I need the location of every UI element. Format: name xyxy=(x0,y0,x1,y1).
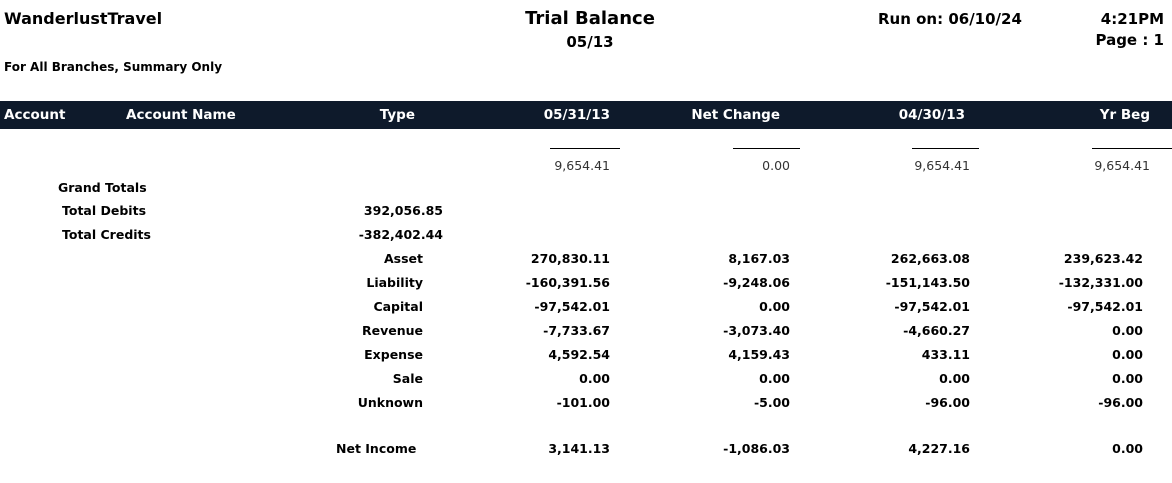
row-net-change: 0.00 xyxy=(759,299,790,314)
total-credits-value: -382,402.44 xyxy=(358,227,443,242)
report-period: 05/13 xyxy=(566,33,614,51)
row-period-end: 0.00 xyxy=(579,371,610,386)
total-period-end: 9,654.41 xyxy=(554,158,610,173)
total-prior-period: 9,654.41 xyxy=(914,158,970,173)
net-income-prior-period: 4,227.16 xyxy=(908,441,970,456)
row-period-end: 4,592.54 xyxy=(548,347,610,362)
col-account: Account xyxy=(4,107,66,123)
row-type: Revenue xyxy=(361,323,423,338)
row-year-begin: 0.00 xyxy=(1112,323,1143,338)
row-net-change: -3,073.40 xyxy=(723,323,790,338)
total-net-change: 0.00 xyxy=(762,158,790,173)
col-year-begin: Yr Beg xyxy=(1099,107,1150,123)
total-rule-4 xyxy=(1092,148,1172,149)
net-income-period-end: 3,141.13 xyxy=(548,441,610,456)
row-type: Unknown xyxy=(357,395,423,410)
row-year-begin: -132,331.00 xyxy=(1058,275,1143,290)
row-prior-period: -4,660.27 xyxy=(903,323,970,338)
row-year-begin: 0.00 xyxy=(1112,371,1143,386)
row-prior-period: -97,542.01 xyxy=(894,299,970,314)
row-period-end: 270,830.11 xyxy=(530,251,610,266)
company-name: WanderlustTravel xyxy=(4,9,163,28)
row-year-begin: 239,623.42 xyxy=(1063,251,1143,266)
row-net-change: 8,167.03 xyxy=(728,251,790,266)
grand-totals-label: Grand Totals xyxy=(58,180,147,195)
row-prior-period: -96.00 xyxy=(925,395,970,410)
net-income-net-change: -1,086.03 xyxy=(723,441,790,456)
total-credits-label: Total Credits xyxy=(62,227,151,242)
total-rule-1 xyxy=(550,148,620,149)
row-type: Liability xyxy=(366,275,423,290)
row-prior-period: -151,143.50 xyxy=(885,275,970,290)
row-prior-period: 262,663.08 xyxy=(890,251,970,266)
row-period-end: -160,391.56 xyxy=(525,275,610,290)
col-type: Type xyxy=(379,107,415,123)
row-net-change: -9,248.06 xyxy=(723,275,790,290)
row-net-change: 0.00 xyxy=(759,371,790,386)
col-net-change: Net Change xyxy=(691,107,780,123)
run-date: Run on: 06/10/24 xyxy=(878,10,1022,28)
row-net-change: 4,159.43 xyxy=(728,347,790,362)
row-prior-period: 0.00 xyxy=(939,371,970,386)
page-number: Page : 1 xyxy=(1095,31,1164,49)
row-year-begin: -97,542.01 xyxy=(1067,299,1143,314)
row-net-change: -5.00 xyxy=(753,395,790,410)
net-income-label: Net Income xyxy=(336,441,417,456)
report-scope: For All Branches, Summary Only xyxy=(4,60,223,74)
row-period-end: -97,542.01 xyxy=(534,299,610,314)
row-year-begin: 0.00 xyxy=(1112,347,1143,362)
row-type: Asset xyxy=(383,251,423,266)
col-prior-period: 04/30/13 xyxy=(898,107,965,123)
total-rule-2 xyxy=(733,148,800,149)
row-year-begin: -96.00 xyxy=(1098,395,1143,410)
row-period-end: -7,733.67 xyxy=(543,323,610,338)
net-income-year-begin: 0.00 xyxy=(1112,441,1143,456)
total-year-begin: 9,654.41 xyxy=(1094,158,1150,173)
row-type: Capital xyxy=(373,299,423,314)
row-period-end: -101.00 xyxy=(556,395,610,410)
col-period-end: 05/31/13 xyxy=(543,107,610,123)
total-debits-label: Total Debits xyxy=(62,203,147,218)
column-header-bar: Account Account Name Type 05/31/13 Net C… xyxy=(0,101,1172,129)
col-account-name: Account Name xyxy=(126,107,236,123)
row-type: Expense xyxy=(364,347,423,362)
row-prior-period: 433.11 xyxy=(921,347,970,362)
row-type: Sale xyxy=(392,371,423,386)
total-debits-value: 392,056.85 xyxy=(363,203,443,218)
run-time: 4:21PM xyxy=(1100,10,1164,28)
report-title: Trial Balance xyxy=(525,8,655,29)
total-rule-3 xyxy=(912,148,979,149)
